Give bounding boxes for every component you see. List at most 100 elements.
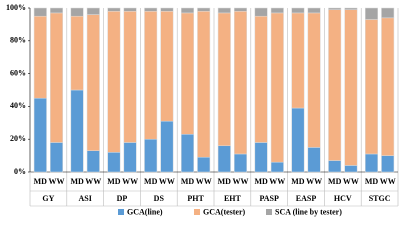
bar-segment	[364, 153, 379, 173]
bar-segment	[123, 7, 137, 12]
x-tick-label: WW	[196, 177, 212, 186]
bar-segment	[270, 7, 284, 14]
bar-segment	[180, 134, 195, 173]
bar-segment	[49, 12, 64, 143]
bar-segment	[291, 7, 305, 14]
y-tick-label: 80%	[10, 36, 26, 45]
bar-segment	[381, 7, 395, 19]
bar-segment	[328, 7, 342, 10]
chart: 0% 20% 40% 60% 80% 100% GY ASI DP DS PHT EHT PASP EAS…	[6, 3, 399, 216]
x-tick-label: MD	[218, 177, 232, 186]
group-label: HCV	[334, 194, 352, 203]
bar-segment	[270, 12, 284, 163]
y-tick-label: 60%	[10, 68, 26, 77]
x-tick-label: WW	[380, 177, 396, 186]
y-tick-label: 0%	[14, 167, 26, 176]
bar-segment	[33, 97, 47, 173]
group-label: GY	[42, 194, 54, 203]
bar-segment	[307, 7, 321, 14]
x-tick-label: MD	[254, 177, 268, 186]
y-tick-label: 100%	[6, 3, 26, 12]
group-label: DP	[117, 194, 128, 203]
bar-segment	[197, 156, 211, 173]
bar-segment	[381, 17, 395, 156]
bar-segment	[197, 7, 211, 12]
bar-segment	[344, 9, 358, 166]
bar-segment	[197, 11, 211, 158]
bar-segment	[180, 7, 195, 14]
x-tick-label: WW	[159, 177, 175, 186]
bar-segment	[328, 9, 342, 161]
bar-segment	[254, 7, 268, 17]
legend-swatch	[118, 209, 124, 215]
bar-segment	[33, 15, 47, 99]
bar-segment	[144, 7, 158, 12]
y-tick-label: 40%	[10, 101, 26, 110]
x-tick-label: WW	[343, 177, 359, 186]
bar-segment	[144, 11, 158, 140]
legend-label: GCA(tester)	[203, 207, 246, 216]
x-tick-label: WW	[48, 177, 64, 186]
bar-segment	[86, 7, 100, 15]
legend-label: SCA (line by tester)	[275, 207, 342, 216]
bar-segment	[86, 150, 100, 173]
group-label: DS	[154, 194, 165, 203]
group-label: EASP	[296, 194, 317, 203]
bar-segment	[217, 12, 231, 147]
bar-segment	[33, 7, 47, 17]
bar-segment	[344, 165, 358, 173]
y-tick-label: 20%	[10, 134, 26, 143]
x-tick-label: WW	[85, 177, 101, 186]
bar-segment	[160, 11, 174, 122]
bar-segment	[107, 11, 121, 153]
bar-segment	[49, 7, 64, 14]
x-tick-label: MD	[291, 177, 305, 186]
group-label: STGC	[369, 194, 391, 203]
bar-segment	[49, 142, 64, 173]
legend-swatch	[194, 209, 200, 215]
bar-segment	[364, 19, 379, 155]
group-label: EHT	[224, 194, 242, 203]
bar-segment	[328, 160, 342, 173]
bar-segment	[270, 161, 284, 173]
x-tick-label: MD	[34, 177, 48, 186]
bar-segment	[217, 7, 231, 14]
bar-segment	[364, 7, 379, 20]
group-label: ASI	[79, 194, 92, 203]
x-tick-label: WW	[269, 177, 285, 186]
x-tick-label: MD	[107, 177, 121, 186]
x-tick-label: MD	[328, 177, 342, 186]
bar-segment	[144, 138, 158, 173]
bar-segment	[86, 14, 100, 151]
bar-segment	[233, 7, 248, 12]
bar-segment	[291, 12, 305, 109]
group-label: PHT	[187, 194, 204, 203]
x-tick-label: MD	[144, 177, 158, 186]
bar-segment	[254, 142, 268, 173]
bar-segment	[344, 7, 358, 10]
bar-segment	[123, 11, 137, 143]
x-tick-label: WW	[232, 177, 248, 186]
bar-segment	[254, 15, 268, 143]
bar-segment	[160, 120, 174, 173]
bar-segment	[233, 11, 248, 155]
legend-swatch	[266, 209, 272, 215]
x-tick-label: WW	[306, 177, 322, 186]
bar-segment	[217, 145, 231, 173]
bar-segment	[160, 7, 174, 12]
bar-segment	[307, 147, 321, 173]
x-tick-label: MD	[365, 177, 379, 186]
x-tick-label: WW	[122, 177, 138, 186]
bar-segment	[70, 89, 84, 173]
bar-segment	[381, 155, 395, 173]
bar-segment	[70, 7, 84, 17]
bar-segment	[107, 152, 121, 173]
x-tick-label: MD	[70, 177, 84, 186]
bar-segment	[307, 12, 321, 148]
x-tick-label: MD	[181, 177, 195, 186]
legend-label: GCA(line)	[127, 207, 163, 216]
bar-segment	[70, 15, 84, 91]
bar-segment	[180, 12, 195, 135]
bar-segment	[291, 107, 305, 173]
group-label: PASP	[259, 194, 279, 203]
